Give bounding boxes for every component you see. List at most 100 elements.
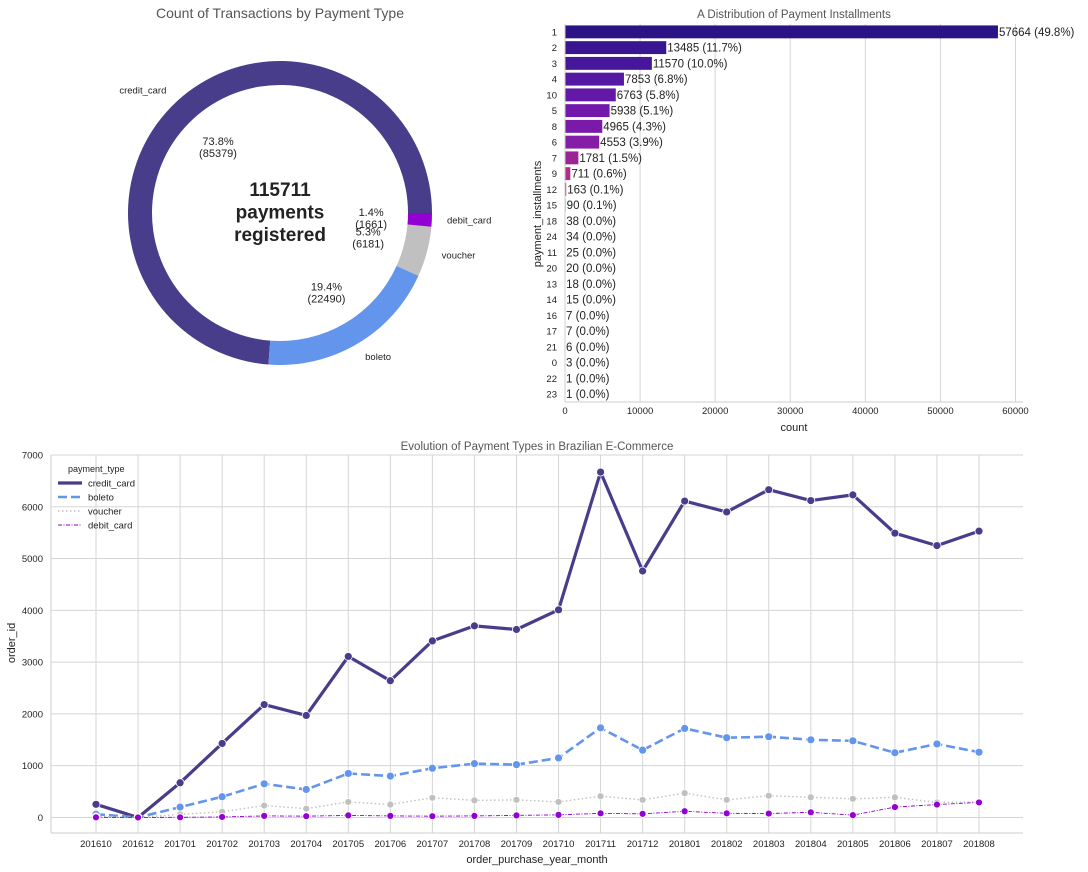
point-credit-card (554, 605, 563, 615)
bar-value-label: 7853 (6.8%) (625, 74, 688, 86)
point-boleto (385, 771, 395, 781)
installments-xlabel: count (781, 422, 808, 434)
y-tick-label: 2000 (22, 709, 43, 720)
y-tick-label: 0 (552, 358, 557, 369)
point-credit-card (385, 676, 395, 686)
x-tick-label: 201703 (248, 839, 280, 850)
evolution-ylabel: order_id (6, 623, 18, 663)
y-tick-label: 3000 (22, 658, 43, 669)
y-tick-label: 6 (552, 138, 557, 149)
point-debit-card (92, 813, 100, 822)
y-tick-label: 21 (546, 342, 557, 353)
y-tick-label: 17 (546, 327, 557, 338)
point-debit-card (428, 812, 437, 821)
point-debit-card (386, 812, 395, 820)
slice-pct-credit-card: 73.8% (202, 136, 233, 148)
point-voucher (848, 794, 857, 803)
slice-label-voucher: voucher (442, 251, 476, 262)
x-tick-label: 201805 (837, 839, 869, 850)
legend-title: payment_type (68, 464, 125, 474)
point-debit-card (302, 812, 311, 821)
point-boleto (343, 769, 353, 778)
point-boleto (259, 779, 269, 789)
x-tick-label: 201802 (711, 839, 743, 850)
bar-installment-8 (565, 119, 603, 133)
x-tick-label: 40000 (852, 406, 878, 417)
bar-installment-2 (565, 41, 667, 55)
point-boleto (680, 724, 690, 733)
series-line-voucher (95, 792, 980, 819)
x-tick-label: 201709 (501, 839, 533, 850)
x-tick-label: 201701 (164, 839, 196, 850)
point-voucher (386, 800, 395, 809)
point-voucher (764, 791, 773, 800)
point-credit-card (427, 636, 437, 646)
point-credit-card (217, 739, 227, 748)
slice-count-boleto: (22490) (307, 293, 345, 305)
y-tick-label: 7 (552, 153, 557, 164)
slice-boleto (268, 265, 419, 365)
x-tick-label: 201612 (122, 839, 154, 850)
bar-value-label: 7 (0.0%) (566, 326, 610, 338)
point-debit-card (260, 812, 269, 820)
y-tick-label: 1000 (22, 761, 43, 772)
point-credit-card (638, 566, 648, 576)
bar-value-label: 3 (0.0%) (566, 358, 610, 370)
point-credit-card (175, 778, 185, 788)
point-credit-card (91, 799, 101, 809)
point-credit-card (470, 621, 479, 631)
y-tick-label: 23 (546, 390, 557, 401)
point-voucher (470, 796, 479, 805)
x-tick-label: 201807 (921, 839, 953, 850)
bar-value-label: 1781 (1.5%) (579, 153, 642, 165)
point-debit-card (134, 813, 142, 822)
point-voucher (554, 798, 563, 806)
series-line-debit-card (95, 801, 980, 818)
point-credit-card (512, 625, 521, 634)
series-line-credit-card (95, 470, 980, 820)
x-tick-label: 201704 (290, 839, 322, 850)
bar-installment-9 (565, 167, 571, 181)
x-tick-label: 201710 (543, 839, 575, 850)
point-boleto (512, 760, 521, 770)
point-boleto (848, 736, 858, 746)
bar-value-label: 34 (0.0%) (566, 232, 616, 244)
x-tick-label: 201806 (879, 839, 911, 850)
x-tick-label: 50000 (927, 406, 953, 417)
point-boleto (974, 747, 984, 757)
point-voucher (302, 804, 311, 813)
point-boleto (175, 802, 185, 812)
point-credit-card (848, 490, 858, 500)
bar-installment-5 (565, 104, 610, 118)
bar-installment-7 (565, 151, 579, 165)
point-debit-card (470, 812, 479, 820)
y-tick-label: 8 (552, 122, 557, 133)
y-tick-label: 14 (546, 295, 557, 306)
point-boleto (596, 723, 605, 733)
bar-installment-1 (565, 25, 998, 39)
bar-value-label: 6 (0.0%) (566, 342, 610, 354)
legend-label-debit-card: debit_card (88, 521, 132, 532)
bar-value-label: 4965 (4.3%) (603, 121, 666, 133)
x-tick-label: 20000 (702, 406, 728, 417)
bar-value-label: 6763 (5.8%) (617, 90, 680, 102)
point-boleto (301, 785, 311, 794)
point-credit-card (343, 652, 353, 661)
y-tick-label: 22 (546, 374, 557, 385)
point-credit-card (890, 528, 900, 538)
bar-installment-4 (565, 72, 624, 86)
point-voucher (428, 793, 437, 802)
y-tick-label: 16 (546, 311, 557, 322)
point-debit-card (344, 811, 353, 820)
bar-installment-12 (565, 182, 567, 196)
point-voucher (596, 792, 605, 801)
point-debit-card (680, 807, 689, 816)
bar-value-label: 57664 (49.8%) (999, 27, 1075, 39)
bar-value-label: 11570 (10.0%) (653, 58, 728, 70)
slice-count-voucher: (6181) (352, 238, 384, 250)
y-tick-label: 20 (546, 264, 557, 275)
evolution-xlabel: order_purchase_year_month (466, 854, 607, 866)
x-tick-label: 201804 (795, 839, 827, 850)
